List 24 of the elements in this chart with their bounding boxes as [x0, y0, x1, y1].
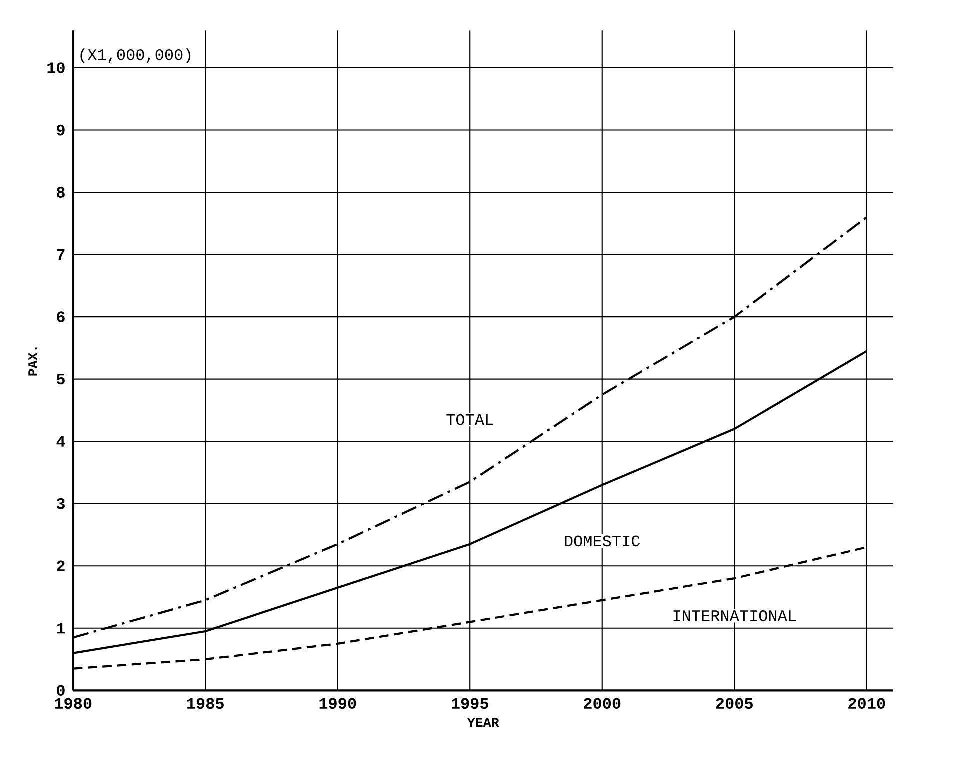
x-tick-label: 1985 — [187, 698, 224, 709]
x-tick-label: 1995 — [452, 698, 488, 709]
y-tick-label: 9 — [57, 124, 65, 136]
x-tick-label: 2010 — [848, 698, 886, 709]
y-tick-label: 4 — [56, 436, 66, 447]
y-tick-label: 10 — [48, 62, 65, 74]
y-tick-label: 0 — [57, 685, 65, 696]
x-tick-label: 1990 — [320, 698, 356, 709]
x-tick-label: 2000 — [584, 698, 621, 709]
annotation: (X1,000,000) — [80, 48, 191, 64]
y-axis-title: PAX. — [28, 348, 38, 376]
x-tick-label: 2005 — [716, 698, 753, 709]
text: TOTAL — [446, 414, 494, 426]
y-tick-label: 1 — [57, 622, 66, 634]
x-axis-title: YEAR — [467, 718, 500, 727]
y-tick-label: 2 — [57, 560, 65, 572]
y-tick-label: 3 — [56, 498, 65, 510]
series-label: DOMESTIC — [565, 536, 640, 546]
y-tick-label: 6 — [57, 311, 65, 322]
y-tick-label: 5 — [57, 374, 65, 385]
y-tick-label: 8 — [57, 186, 65, 198]
x-tick-label: 1980 — [55, 698, 92, 709]
y-tick-label: 7 — [57, 249, 65, 260]
series-label: INTERNATIONAL — [674, 610, 796, 622]
